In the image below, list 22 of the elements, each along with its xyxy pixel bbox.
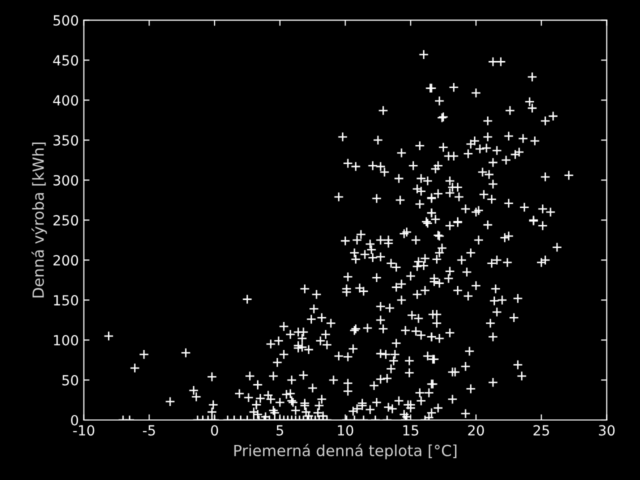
- y-tick-label: 150: [54, 295, 78, 306]
- y-tick-label: 300: [54, 175, 78, 186]
- y-tick-label: 400: [53, 95, 78, 106]
- y-axis-title: Denná výroba [kWh]: [32, 142, 47, 298]
- x-axis-title: Priemerná denná teplota [°C]: [234, 444, 456, 460]
- y-tick-label: 200: [53, 255, 78, 266]
- x-tick-label: 10: [338, 425, 354, 436]
- x-tick-label: 15: [403, 425, 418, 436]
- x-tick-label: 25: [534, 425, 549, 436]
- x-tick-label: 5: [276, 425, 284, 436]
- y-tick-label: 350: [54, 135, 78, 146]
- x-tick-label: -10: [73, 425, 94, 436]
- y-tick-label: 500: [54, 15, 78, 26]
- x-tick-label: -5: [142, 425, 155, 436]
- y-tick-label: 250: [53, 215, 78, 226]
- y-tick-label: 50: [62, 374, 78, 386]
- y-tick-label: 100: [54, 335, 78, 346]
- x-tick-label: 30: [598, 425, 615, 436]
- y-tick-label: 450: [53, 55, 78, 66]
- x-tick-label: 20: [468, 425, 484, 436]
- x-tick-label: 0: [211, 425, 218, 436]
- y-tick-label: 0: [71, 414, 78, 426]
